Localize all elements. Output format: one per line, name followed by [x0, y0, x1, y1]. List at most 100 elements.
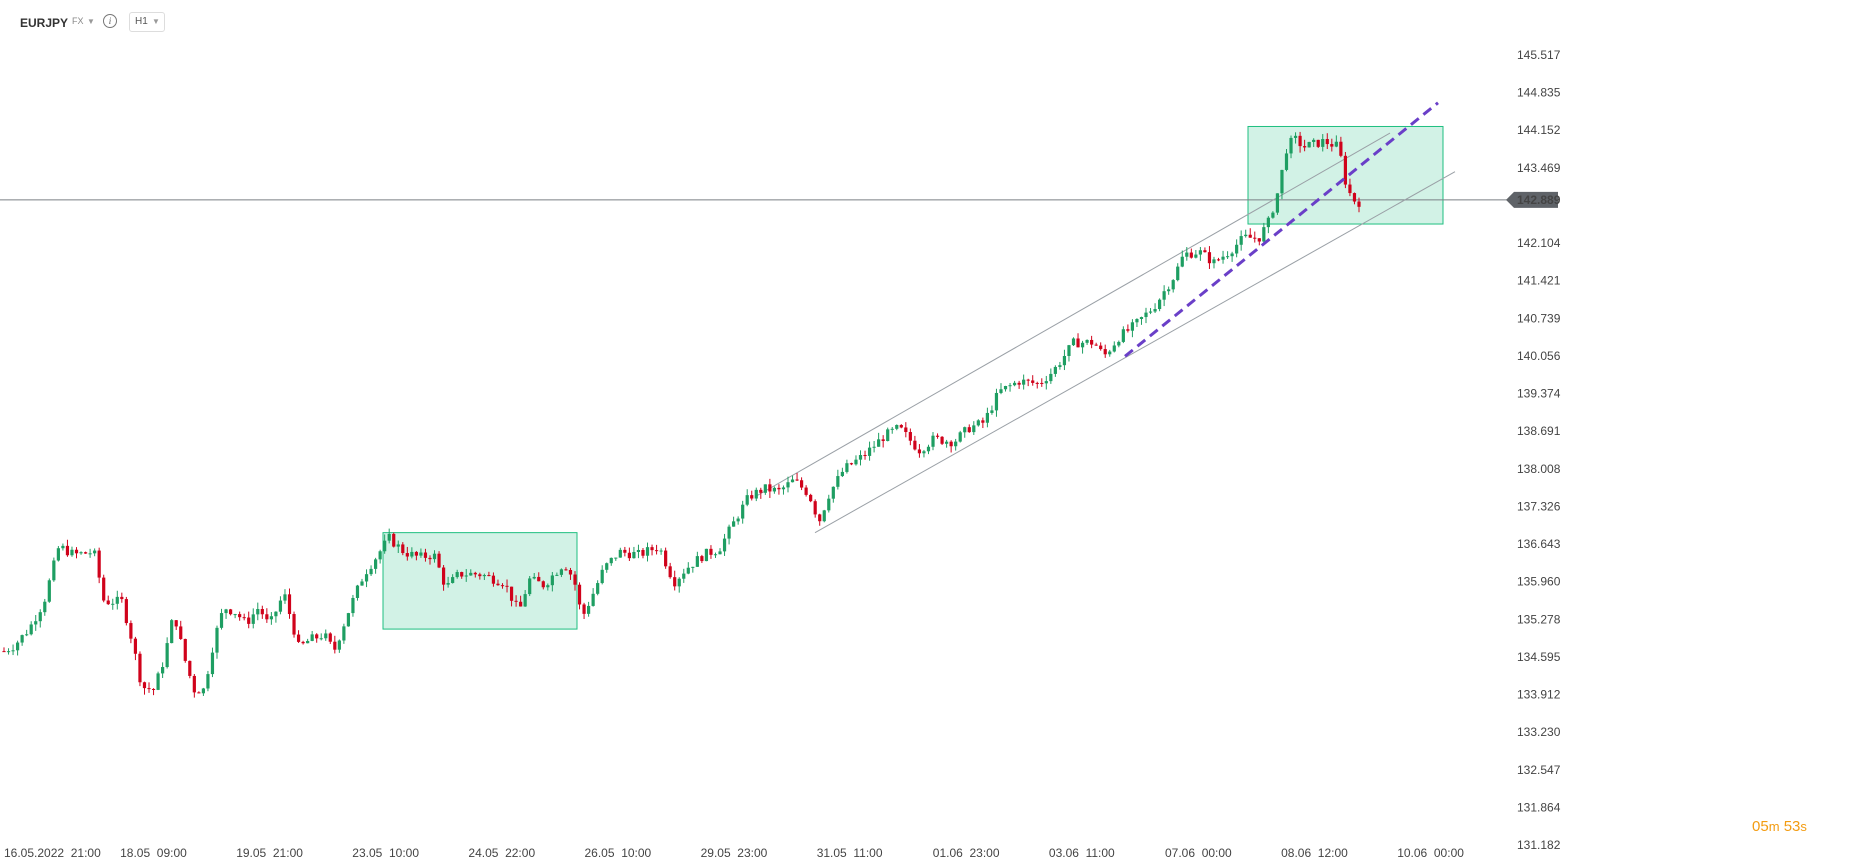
candle-body: [1289, 137, 1293, 154]
candle: [668, 562, 672, 579]
candle-body: [722, 538, 727, 552]
candle-body: [754, 489, 758, 499]
candle: [441, 565, 446, 591]
candle-body: [151, 688, 156, 690]
candle: [206, 670, 210, 692]
info-icon[interactable]: i: [103, 14, 117, 28]
candle-body: [872, 446, 876, 448]
countdown-seconds-unit: s: [1800, 819, 1807, 834]
candle-body: [11, 650, 15, 652]
candle-body: [537, 576, 541, 582]
symbol-label[interactable]: EURJPY: [20, 16, 69, 30]
candle-body: [392, 533, 396, 547]
candle: [523, 590, 527, 607]
candle: [1071, 337, 1076, 346]
y-tick-label: 136.643: [1517, 537, 1561, 551]
candle-body: [1017, 382, 1021, 385]
candle: [935, 433, 940, 439]
candle: [269, 612, 273, 625]
candle-body: [197, 692, 201, 694]
candle-body: [102, 577, 106, 601]
x-tick-label: 29.05 23:00: [701, 846, 768, 860]
candle: [124, 596, 128, 626]
candle: [886, 427, 890, 442]
candle-body: [577, 584, 582, 605]
candle-body: [1026, 379, 1030, 381]
candle: [958, 430, 962, 443]
x-tick-label: 07.06 00:00: [1165, 846, 1232, 860]
candle-body: [772, 487, 777, 492]
candle: [1135, 318, 1139, 327]
candle-body: [1108, 351, 1112, 355]
candle: [410, 547, 414, 559]
candle-body: [745, 495, 749, 505]
y-tick-label: 142.104: [1517, 236, 1561, 250]
candle-body: [867, 447, 872, 456]
candle-body: [1158, 299, 1162, 310]
candle-body: [20, 635, 24, 643]
chevron-down-icon: ▼: [152, 17, 160, 26]
candle-body: [1099, 345, 1103, 350]
chevron-down-icon[interactable]: ▼: [87, 17, 95, 26]
candle: [115, 590, 119, 610]
candle-body: [124, 599, 128, 624]
candle: [265, 608, 269, 623]
candle-body: [886, 429, 890, 442]
candle: [1130, 319, 1135, 338]
candle-body: [609, 557, 613, 564]
candle: [1221, 250, 1225, 264]
candle: [446, 576, 450, 588]
candle: [691, 566, 695, 573]
candle-body: [668, 566, 672, 578]
y-tick-label: 144.835: [1517, 86, 1561, 100]
candle: [102, 574, 106, 603]
candle-body: [360, 581, 364, 586]
candle: [1085, 339, 1089, 345]
candle-body: [156, 673, 160, 690]
timeframe-label: H1: [135, 16, 148, 27]
candle-body: [192, 675, 196, 693]
candle-body: [1248, 234, 1252, 238]
candle-body: [636, 549, 641, 552]
candle: [1180, 250, 1184, 268]
candle: [1230, 251, 1234, 262]
candle: [369, 565, 373, 577]
candle: [1185, 247, 1189, 261]
candle-body: [1352, 193, 1357, 202]
candle: [577, 582, 582, 610]
candle-body: [414, 551, 418, 556]
x-tick-label: 10.06 00:00: [1397, 846, 1464, 860]
candle: [1162, 285, 1166, 307]
candle-body: [315, 634, 319, 639]
candle: [1343, 151, 1348, 189]
candle-body: [926, 446, 931, 452]
candle: [618, 547, 622, 558]
candle: [464, 569, 468, 582]
candle: [1280, 169, 1284, 200]
candle-body: [682, 573, 686, 579]
candle: [378, 549, 382, 564]
candle: [93, 548, 97, 557]
candle: [795, 472, 799, 482]
candle: [904, 422, 908, 438]
candle-body: [623, 549, 627, 553]
timeframe-select[interactable]: H1 ▼: [129, 12, 165, 32]
candle: [1176, 263, 1180, 282]
candle-body: [546, 585, 550, 588]
candle: [15, 640, 20, 656]
candle: [654, 544, 659, 555]
candle: [772, 486, 777, 494]
candle: [682, 568, 686, 583]
candle: [532, 573, 536, 580]
candle-body: [1334, 141, 1338, 147]
candle-body: [115, 596, 119, 604]
candle-body: [1239, 236, 1243, 245]
candle-body: [346, 613, 351, 627]
candle-body: [736, 518, 740, 522]
candle-body: [704, 548, 709, 562]
candle-body: [1321, 139, 1325, 147]
candle-body: [713, 554, 718, 556]
candle-body: [645, 547, 650, 556]
candle-body: [1008, 385, 1012, 387]
